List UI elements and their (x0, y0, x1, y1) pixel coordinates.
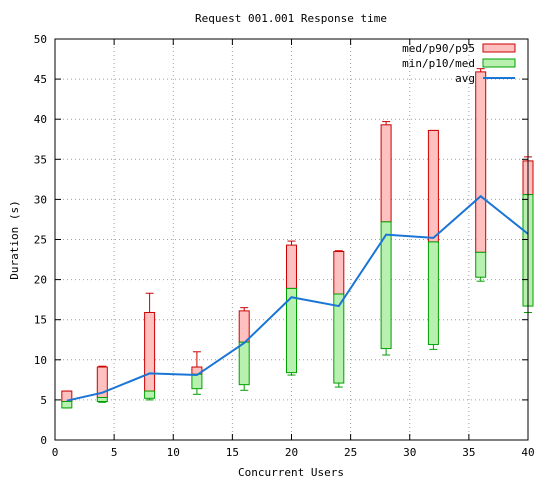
y-tick-label: 45 (34, 73, 47, 86)
axis-ticks: 0 5 10 15 20 25 30 35 40 45 50 0 5 10 15 20 25 30 35 40 (34, 33, 535, 459)
y-tick-label: 50 (34, 33, 47, 46)
lower-box (380, 221, 392, 350)
grid (55, 39, 528, 440)
lower-box (144, 390, 156, 399)
x-tick-label: 40 (521, 446, 534, 459)
lower-box (333, 293, 345, 384)
box-group (475, 68, 487, 282)
x-tick-label: 15 (226, 446, 239, 459)
legend-label: avg (455, 72, 475, 85)
y-tick-label: 20 (34, 274, 47, 287)
legend-swatch (482, 58, 516, 68)
box-group (144, 292, 156, 401)
y-tick-label: 5 (40, 394, 47, 407)
box-group (286, 240, 297, 376)
lower-box (61, 401, 73, 409)
upper-box (380, 124, 392, 223)
lower-box (191, 373, 203, 390)
upper-box (475, 71, 487, 253)
upper-box (427, 129, 439, 243)
lower-box (238, 341, 250, 386)
legend: med/p90/p95 min/p10/med avg (402, 42, 516, 85)
legend-label: med/p90/p95 (402, 42, 475, 55)
y-tick-label: 15 (34, 314, 47, 327)
x-axis-label: Concurrent Users (238, 466, 344, 479)
y-tick-label: 35 (34, 153, 47, 166)
upper-box (286, 244, 297, 289)
x-tick-label: 30 (403, 446, 416, 459)
x-tick-label: 0 (52, 446, 59, 459)
upper-box (238, 310, 250, 343)
x-tick-label: 35 (462, 446, 475, 459)
y-tick-label: 0 (40, 434, 47, 447)
x-tick-label: 10 (167, 446, 180, 459)
x-tick-label: 25 (344, 446, 357, 459)
legend-label: min/p10/med (402, 57, 475, 70)
box-group (96, 365, 108, 403)
lower-box (96, 396, 108, 403)
x-tick-label: 5 (111, 446, 118, 459)
box-series (61, 68, 534, 409)
chart-title: Request 001.001 Response time (195, 12, 387, 25)
y-tick-label: 40 (34, 113, 47, 126)
y-tick-label: 30 (34, 193, 47, 206)
upper-box (144, 311, 156, 392)
legend-swatch (482, 43, 516, 53)
lower-box (475, 251, 487, 278)
box-group (427, 129, 439, 350)
box-group (333, 250, 345, 388)
x-tick-label: 20 (285, 446, 298, 459)
y-axis-label: Duration (s) (8, 200, 21, 279)
lower-box (286, 287, 297, 374)
y-tick-label: 25 (34, 234, 47, 247)
lower-box (427, 241, 439, 346)
upper-box (333, 251, 345, 295)
box-group (238, 307, 250, 391)
avg-line (66, 194, 529, 402)
box-group (61, 390, 73, 409)
avg-series (66, 194, 529, 402)
y-tick-label: 10 (34, 354, 47, 367)
box-group (380, 121, 392, 356)
